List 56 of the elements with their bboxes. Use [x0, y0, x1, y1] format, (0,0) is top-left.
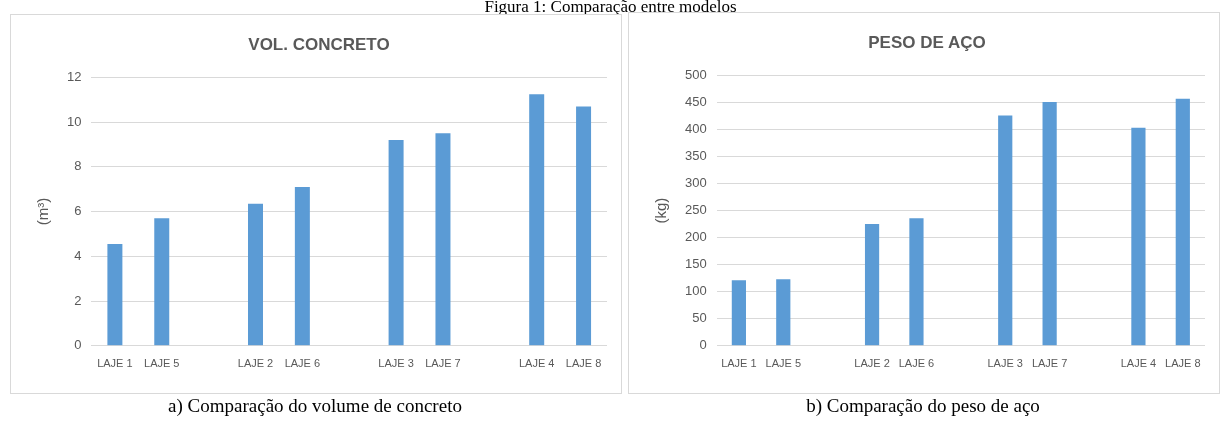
bar	[576, 106, 592, 346]
x-tick-label: LAJE 2	[854, 357, 890, 370]
bar	[248, 203, 263, 346]
y-tick-label: 50	[692, 310, 707, 326]
y-tick-label: 10	[66, 113, 82, 129]
y-tick-label: 12	[66, 68, 82, 84]
bar	[1175, 98, 1190, 346]
bar	[529, 94, 545, 346]
y-tick-label: 8	[74, 158, 82, 174]
x-tick-label: LAJE 6	[284, 357, 321, 370]
y-tick-label: 4	[74, 247, 82, 263]
bar	[731, 280, 746, 346]
x-tick-label: LAJE 5	[144, 357, 180, 370]
y-tick-label: 400	[684, 121, 707, 137]
bar	[388, 140, 404, 346]
y-tick-label: 0	[74, 337, 82, 353]
text: b) Comparação do peso de aço	[805, 395, 1041, 417]
bar	[294, 187, 310, 346]
y-tick-label: 6	[74, 203, 82, 219]
bar	[1042, 101, 1057, 346]
y-tick-label: 150	[684, 256, 707, 272]
x-tick-label: LAJE 7	[425, 357, 461, 370]
x-tick-label: LAJE 3	[987, 357, 1023, 370]
x-tick-label: LAJE 5	[765, 357, 802, 370]
x-tick-label: LAJE 8	[565, 357, 602, 370]
bar	[1131, 127, 1146, 346]
y-axis-title: (kg)	[652, 197, 670, 224]
chart-title: PESO DE AÇO	[868, 32, 986, 52]
x-tick-label: LAJE 4	[518, 357, 555, 370]
y-tick-label: 350	[684, 148, 707, 164]
y-tick-label: 300	[684, 175, 707, 191]
x-tick-label: LAJE 1	[721, 357, 757, 370]
text: a) Comparação do volume de concreto	[167, 395, 463, 417]
x-tick-label: LAJE 6	[898, 357, 935, 370]
bar	[864, 224, 880, 346]
bar	[435, 133, 451, 346]
chart-title: VOL. CONCRETO	[248, 34, 390, 54]
y-tick-label: 0	[699, 337, 707, 353]
bar	[998, 115, 1013, 346]
y-tick-label: 100	[684, 283, 707, 299]
y-tick-label: 200	[684, 229, 707, 245]
y-tick-label: 250	[684, 202, 707, 218]
bar	[154, 218, 170, 346]
y-axis-title: (m³)	[34, 197, 52, 226]
x-tick-label: LAJE 4	[1120, 357, 1157, 370]
x-tick-label: LAJE 1	[97, 357, 133, 370]
x-tick-label: LAJE 2	[237, 357, 274, 370]
y-tick-label: 500	[684, 66, 707, 82]
bar	[776, 279, 791, 346]
bar	[909, 218, 924, 346]
y-tick-label: 2	[74, 292, 82, 308]
bar	[107, 244, 123, 346]
x-tick-label: LAJE 3	[378, 357, 414, 370]
y-tick-label: 450	[684, 94, 707, 110]
x-tick-label: LAJE 7	[1031, 357, 1068, 370]
x-tick-label: LAJE 8	[1165, 357, 1201, 370]
